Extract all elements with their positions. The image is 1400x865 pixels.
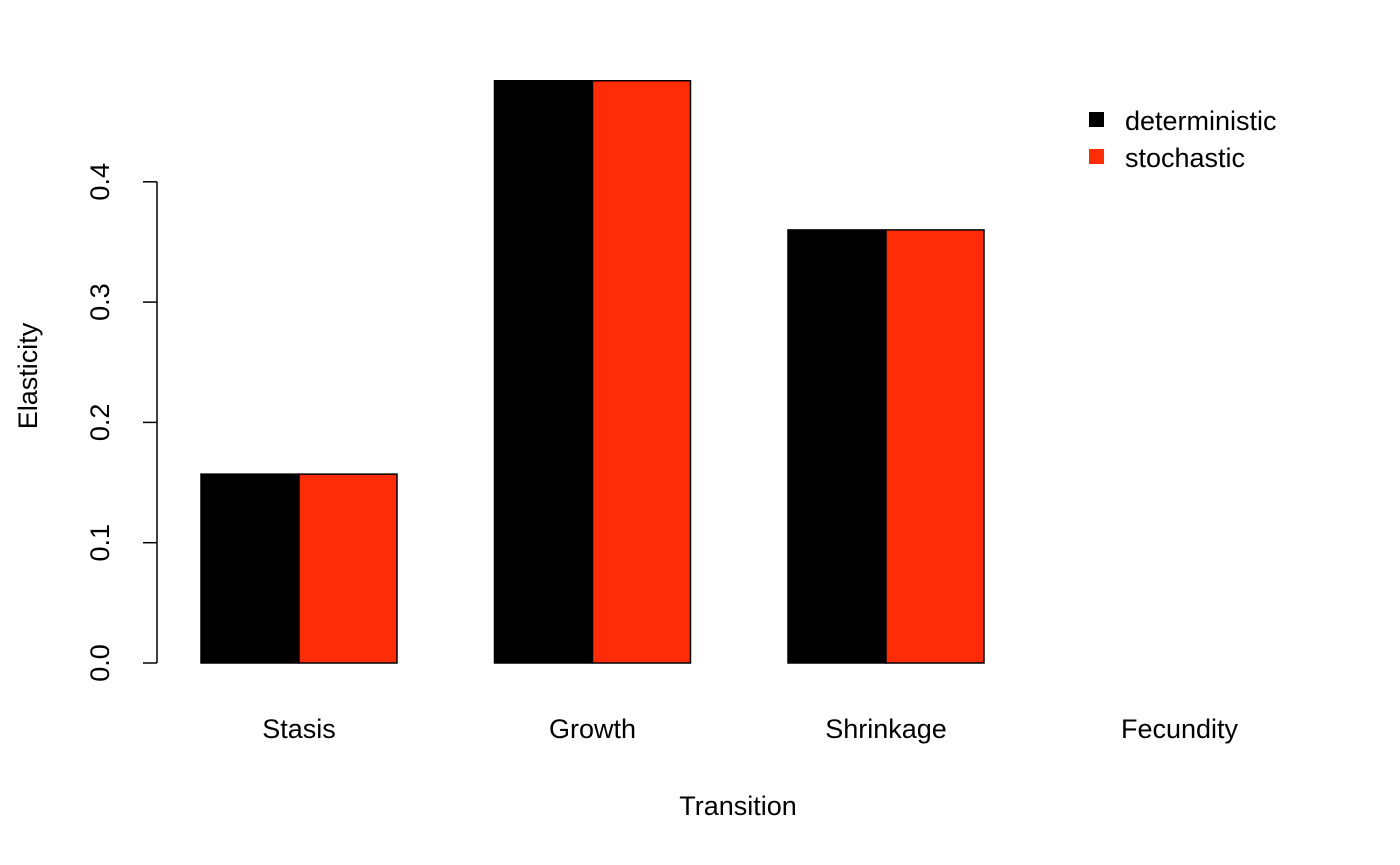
bar-growth-stochastic — [591, 79, 692, 664]
x-axis-title: Transition — [679, 791, 797, 821]
y-tick-label: 0.4 — [85, 163, 115, 201]
y-axis: 0.0 0.1 0.2 0.3 0.4 — [85, 163, 158, 682]
category-label-fecundity: Fecundity — [1121, 714, 1239, 744]
category-label-growth: Growth — [549, 714, 636, 744]
legend: deterministic stochastic — [1089, 106, 1277, 173]
legend-label-stochastic: stochastic — [1125, 143, 1245, 173]
category-label-shrinkage: Shrinkage — [825, 714, 947, 744]
category-labels: Stasis Growth Shrinkage Fecundity — [262, 714, 1238, 744]
bar-stasis-deterministic — [200, 473, 300, 664]
bar-growth-deterministic — [493, 79, 594, 664]
y-tick-label: 0.1 — [85, 524, 115, 562]
bar-stasis-stochastic — [298, 473, 398, 664]
bar-shrinkage-deterministic — [787, 229, 887, 664]
legend-label-deterministic: deterministic — [1125, 106, 1277, 136]
bars-layer — [200, 79, 985, 664]
y-axis-title: Elasticity — [13, 322, 43, 429]
bar-shrinkage-stochastic — [885, 229, 985, 664]
y-tick-label: 0.3 — [85, 283, 115, 321]
legend-swatch-stochastic — [1089, 149, 1104, 164]
y-tick-label: 0.0 — [85, 644, 115, 682]
category-label-stasis: Stasis — [262, 714, 336, 744]
y-tick-label: 0.2 — [85, 404, 115, 442]
legend-swatch-deterministic — [1089, 112, 1104, 127]
